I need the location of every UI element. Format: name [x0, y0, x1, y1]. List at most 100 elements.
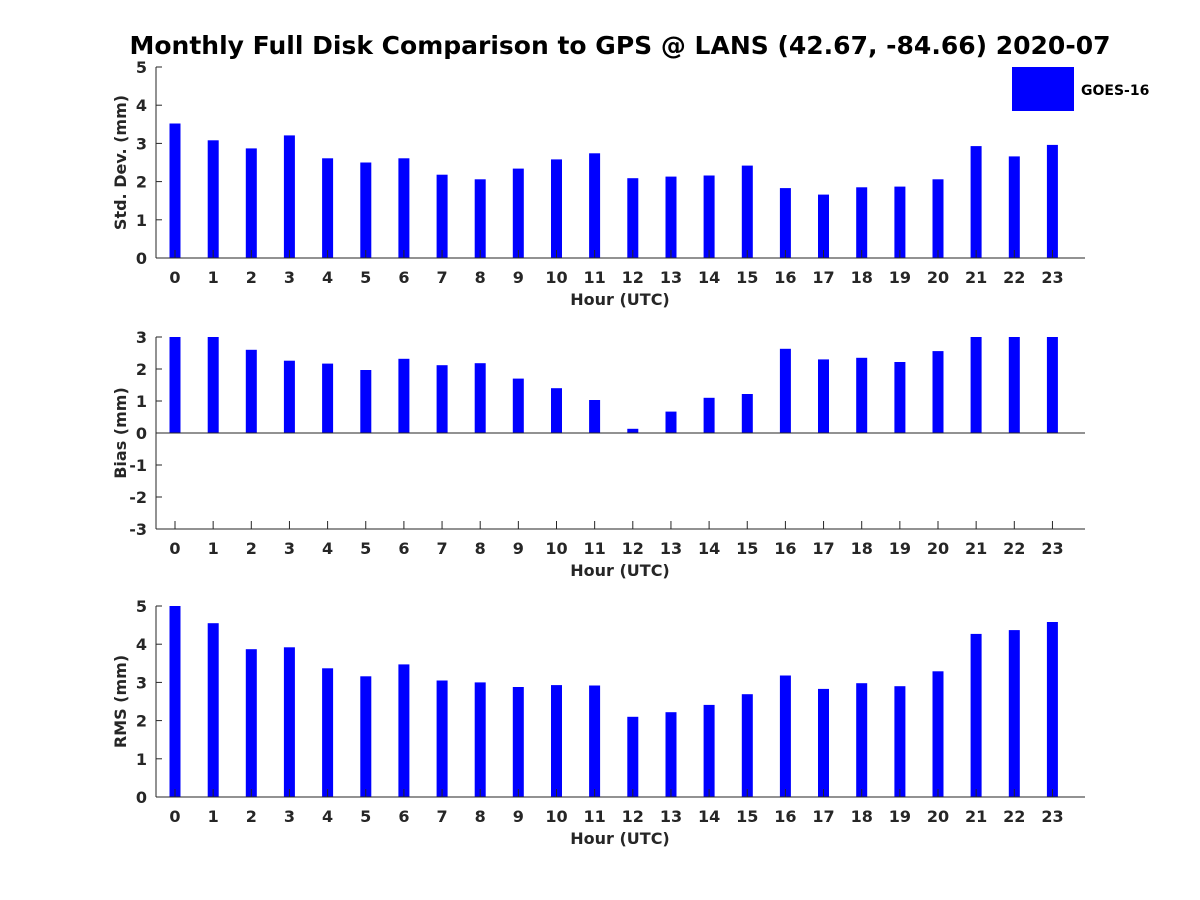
bar-hour-16 [779, 675, 791, 797]
x-tick-label: 12 [622, 807, 644, 826]
bar-hour-7 [436, 365, 448, 433]
bar-hour-10 [551, 388, 562, 433]
x-tick-label: 17 [812, 539, 834, 558]
x-tick-label: 13 [660, 539, 682, 558]
bar-hour-5 [360, 162, 372, 258]
bar-hour-20 [932, 351, 944, 433]
x-tick-label: 8 [475, 539, 486, 558]
y-tick-label: 0 [136, 249, 147, 268]
bar-hour-22 [1008, 337, 1020, 433]
x-tick-label: 22 [1003, 807, 1025, 826]
bar-hour-8 [474, 682, 486, 797]
bar-hour-2 [245, 148, 257, 258]
bar-hour-17 [818, 194, 829, 258]
x-tick-label: 20 [927, 268, 949, 287]
bar-hour-18 [856, 683, 868, 797]
x-tick-label: 12 [622, 268, 644, 287]
y-tick-label: 4 [136, 635, 147, 654]
bar-hour-23 [1046, 337, 1058, 433]
chart-title: Monthly Full Disk Comparison to GPS @ LA… [130, 31, 1111, 60]
bar-hour-21 [970, 146, 982, 258]
bar-hour-4 [322, 158, 334, 258]
x-tick-label: 0 [169, 807, 180, 826]
bar-hour-13 [665, 411, 677, 433]
bar-hour-0 [169, 337, 181, 433]
x-tick-label: 10 [545, 268, 567, 287]
bar-hour-14 [703, 397, 715, 433]
bar-hour-15 [741, 394, 753, 433]
x-tick-label: 23 [1041, 539, 1063, 558]
x-tick-label: 1 [208, 539, 219, 558]
x-tick-label: 9 [513, 539, 524, 558]
x-tick-label: 18 [851, 807, 873, 826]
y-tick-label: 2 [136, 712, 147, 731]
bar-hour-13 [665, 176, 677, 258]
bar-hour-10 [551, 159, 562, 258]
bar-hour-21 [970, 633, 982, 797]
bar-hour-13 [665, 712, 677, 797]
x-axis-label: Hour (UTC) [570, 561, 670, 580]
bar-hour-9 [512, 687, 524, 797]
bar-hour-6 [398, 664, 410, 797]
x-tick-label: 5 [360, 268, 371, 287]
bar-hour-22 [1008, 630, 1020, 797]
x-tick-label: 11 [584, 539, 606, 558]
x-tick-label: 8 [475, 268, 486, 287]
x-tick-label: 10 [545, 539, 567, 558]
x-tick-label: 0 [169, 539, 180, 558]
x-tick-label: 3 [284, 807, 295, 826]
x-tick-label: 19 [889, 268, 911, 287]
x-tick-label: 1 [208, 268, 219, 287]
bar-hour-16 [779, 348, 791, 433]
bar-hour-16 [779, 188, 791, 258]
bar-hour-23 [1046, 622, 1058, 797]
x-tick-label: 18 [851, 539, 873, 558]
x-tick-label: 1 [208, 807, 219, 826]
bar-hour-5 [360, 676, 372, 797]
bar-hour-15 [741, 165, 753, 258]
legend-swatch [1012, 67, 1074, 111]
x-tick-label: 11 [584, 807, 606, 826]
x-tick-label: 9 [513, 807, 524, 826]
bar-hour-2 [245, 649, 257, 797]
bar-hour-7 [436, 174, 448, 258]
x-tick-label: 4 [322, 807, 333, 826]
bar-hour-19 [894, 362, 906, 433]
bar-hour-8 [474, 363, 486, 433]
x-tick-label: 6 [398, 268, 409, 287]
x-tick-label: 16 [774, 268, 796, 287]
y-tick-label: 2 [136, 173, 147, 192]
x-tick-label: 14 [698, 807, 720, 826]
x-tick-label: 5 [360, 807, 371, 826]
bar-hour-2 [245, 349, 257, 433]
bar-hour-0 [169, 606, 181, 797]
x-tick-label: 23 [1041, 268, 1063, 287]
legend: GOES-16 [1012, 67, 1149, 111]
bar-hour-23 [1046, 144, 1058, 258]
bar-hour-14 [703, 704, 715, 797]
bar-hour-3 [283, 360, 295, 433]
bar-hour-1 [207, 623, 219, 797]
y-tick-label: 0 [136, 424, 147, 443]
y-axis-label: Bias (mm) [111, 387, 130, 479]
x-tick-label: 10 [545, 807, 567, 826]
bar-hour-17 [818, 359, 829, 433]
x-tick-label: 20 [927, 539, 949, 558]
y-axis-label: Std. Dev. (mm) [111, 95, 130, 230]
y-axis-label: RMS (mm) [111, 655, 130, 748]
bar-hour-6 [398, 158, 410, 258]
x-tick-label: 21 [965, 268, 987, 287]
bar-hour-18 [856, 187, 868, 258]
x-tick-label: 22 [1003, 539, 1025, 558]
bar-hour-11 [589, 685, 601, 797]
bar-hour-18 [856, 357, 868, 433]
y-tick-label: 1 [136, 211, 147, 230]
bar-hour-20 [932, 671, 944, 797]
bar-hour-10 [551, 685, 562, 797]
x-tick-label: 19 [889, 807, 911, 826]
x-tick-label: 11 [584, 268, 606, 287]
bar-hour-0 [169, 123, 181, 258]
